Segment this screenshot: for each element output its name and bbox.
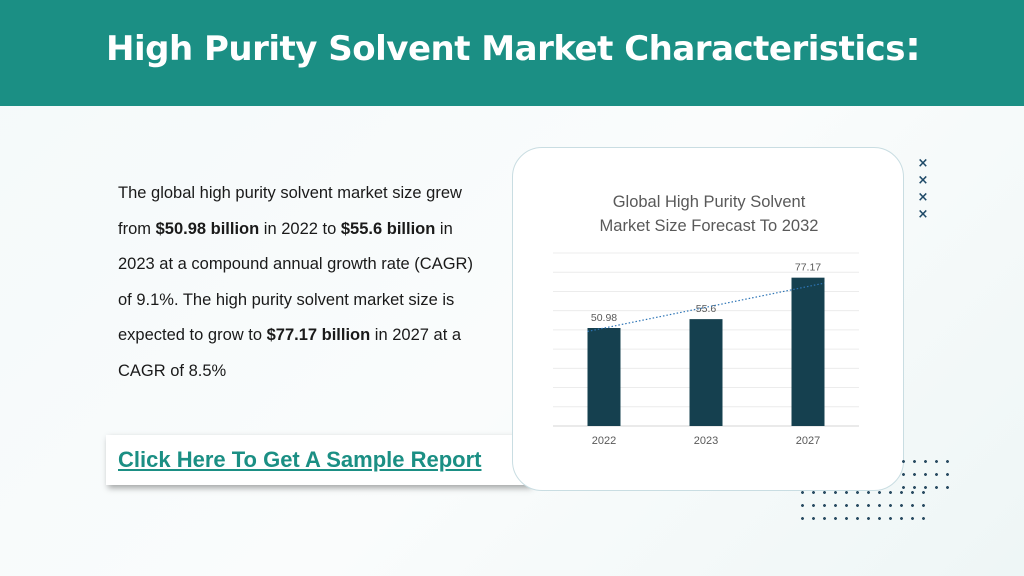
data-label-2022: 50.98 [591, 312, 617, 324]
x-mark-icon: × [917, 190, 929, 205]
market-description: The global high purity solvent market si… [118, 176, 478, 389]
x-tick-label-2022: 2022 [592, 435, 616, 447]
desc-bold-2022-value: $50.98 billion [155, 219, 260, 238]
desc-bold-2027-value: $77.17 billion [266, 326, 371, 344]
bar-2023 [689, 319, 723, 426]
x-mark-icon: × [917, 207, 929, 222]
header-banner: High Purity Solvent Market Characteristi… [0, 0, 1024, 106]
bar-2027 [791, 277, 825, 426]
x-mark-icon: × [917, 173, 929, 188]
desc-text-1: The global high purity solvent market si… [118, 184, 462, 238]
chart-title: Global High Purity Solvent Market Size F… [513, 190, 905, 238]
bar-chart: 50.98 2022 55.6 2023 77.17 2027 [553, 252, 859, 447]
data-label-2023: 55.6 [696, 303, 717, 315]
desc-bold-2023-value: $55.6 billion [340, 219, 436, 238]
desc-text-4: in 2027 at a CAGR of 8.5% [118, 326, 462, 380]
sample-report-link[interactable]: Click Here To Get A Sample Report [118, 447, 482, 472]
decorative-x-marks: × × × × [916, 155, 930, 223]
x-mark-icon: × [917, 156, 929, 171]
chart-title-line-2: Market Size Forecast To 2032 [599, 217, 819, 235]
data-label-2027: 77.17 [795, 262, 821, 274]
x-tick-label-2023: 2023 [694, 435, 718, 447]
chart-card: Global High Purity Solvent Market Size F… [512, 147, 904, 491]
page-title-text: High Purity Solvent Market Characteristi… [106, 29, 905, 69]
sample-report-cta-box[interactable]: Click Here To Get A Sample Report [106, 435, 530, 485]
chart-title-line-1: Global High Purity Solvent [612, 193, 806, 211]
decorative-dot-grid-bottom [797, 486, 929, 525]
page-title: High Purity Solvent Market Characteristi… [106, 24, 921, 70]
desc-text-2: in 2022 to [259, 219, 341, 238]
bar-2022 [587, 328, 621, 426]
page-title-colon: : [904, 24, 921, 70]
x-tick-label-2027: 2027 [796, 435, 820, 447]
desc-text-3: in 2023 at a compound annual growth rate… [118, 219, 473, 345]
